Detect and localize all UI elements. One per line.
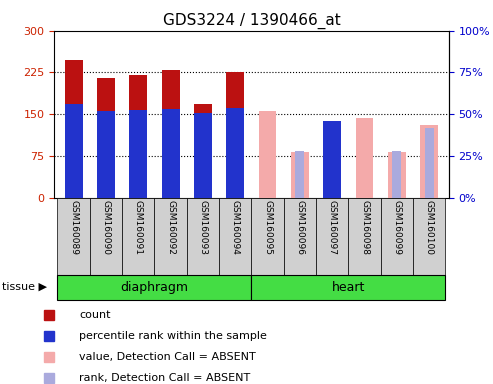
Bar bbox=[392, 151, 401, 198]
Bar bbox=[90, 198, 122, 275]
Bar bbox=[251, 198, 284, 275]
Bar bbox=[187, 198, 219, 275]
Text: GSM160093: GSM160093 bbox=[199, 200, 208, 255]
Bar bbox=[323, 126, 341, 198]
Bar bbox=[259, 111, 277, 198]
Bar bbox=[122, 198, 154, 275]
Bar bbox=[421, 125, 438, 198]
Bar bbox=[162, 70, 179, 198]
Text: rank, Detection Call = ABSENT: rank, Detection Call = ABSENT bbox=[79, 373, 250, 383]
Bar bbox=[316, 198, 349, 275]
Text: GSM160096: GSM160096 bbox=[295, 200, 304, 255]
Text: GSM160097: GSM160097 bbox=[328, 200, 337, 255]
Bar bbox=[295, 151, 304, 198]
Bar bbox=[251, 275, 445, 300]
Bar bbox=[58, 275, 251, 300]
Text: GSM160099: GSM160099 bbox=[392, 200, 401, 255]
Bar bbox=[381, 198, 413, 275]
Text: tissue ▶: tissue ▶ bbox=[2, 282, 47, 292]
Text: GSM160094: GSM160094 bbox=[231, 200, 240, 255]
Text: GSM160089: GSM160089 bbox=[69, 200, 78, 255]
Bar bbox=[291, 152, 309, 198]
Bar bbox=[194, 104, 212, 198]
Text: GSM160095: GSM160095 bbox=[263, 200, 272, 255]
Bar bbox=[58, 198, 90, 275]
Bar bbox=[97, 111, 115, 198]
Text: GSM160091: GSM160091 bbox=[134, 200, 143, 255]
Bar bbox=[226, 108, 244, 198]
Bar bbox=[355, 118, 374, 198]
Bar bbox=[226, 73, 244, 198]
Text: diaphragm: diaphragm bbox=[120, 281, 188, 293]
Bar bbox=[129, 110, 147, 198]
Text: GSM160100: GSM160100 bbox=[425, 200, 434, 255]
Bar bbox=[154, 198, 187, 275]
Text: GSM160090: GSM160090 bbox=[102, 200, 110, 255]
Text: percentile rank within the sample: percentile rank within the sample bbox=[79, 331, 267, 341]
Bar bbox=[349, 198, 381, 275]
Bar bbox=[194, 113, 212, 198]
Bar bbox=[388, 152, 406, 198]
Text: count: count bbox=[79, 310, 110, 320]
Bar bbox=[65, 104, 82, 198]
Text: value, Detection Call = ABSENT: value, Detection Call = ABSENT bbox=[79, 352, 256, 362]
Bar bbox=[162, 109, 179, 198]
Bar bbox=[413, 198, 445, 275]
Bar bbox=[219, 198, 251, 275]
Title: GDS3224 / 1390466_at: GDS3224 / 1390466_at bbox=[163, 13, 340, 29]
Bar bbox=[97, 78, 115, 198]
Bar bbox=[284, 198, 316, 275]
Text: GSM160092: GSM160092 bbox=[166, 200, 175, 255]
Bar bbox=[129, 75, 147, 198]
Text: heart: heart bbox=[332, 281, 365, 293]
Bar bbox=[425, 127, 434, 198]
Text: GSM160098: GSM160098 bbox=[360, 200, 369, 255]
Bar bbox=[65, 60, 82, 198]
Bar bbox=[323, 121, 341, 198]
